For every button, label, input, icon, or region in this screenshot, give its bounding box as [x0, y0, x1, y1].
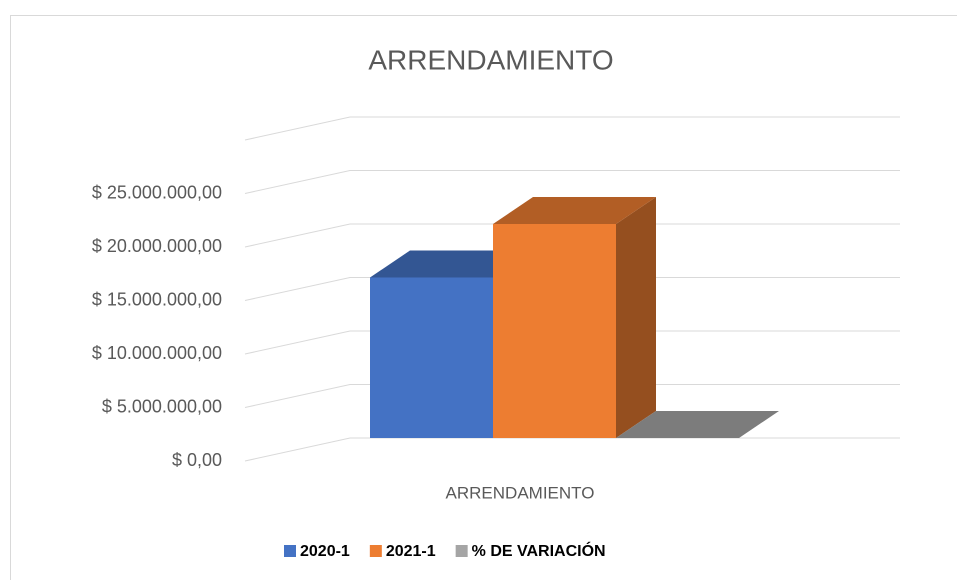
bar-top — [370, 250, 533, 278]
x-tick-label: ARRENDAMIENTO — [446, 483, 595, 502]
legend-swatch — [284, 545, 296, 557]
grid-line — [244, 277, 900, 301]
legend-label: 2021-1 — [386, 543, 436, 560]
grid-line — [244, 116, 900, 141]
y-tick-label: $ 15.000.000,00 — [92, 289, 222, 309]
legend-swatch — [369, 545, 382, 557]
grid-line — [244, 330, 900, 355]
grid-line — [244, 170, 900, 194]
y-tick-label: $ 25.000.000,00 — [92, 182, 222, 202]
bar — [370, 277, 493, 438]
y-tick-label: $ 10.000.000,00 — [92, 343, 222, 363]
chart-title: ARRENDAMIENTO — [368, 44, 613, 75]
bar — [493, 224, 616, 438]
legend-label: % DE VARIACIÓN — [472, 541, 606, 560]
grid-line — [244, 384, 900, 408]
y-tick-label: $ 5.000.000,00 — [102, 396, 222, 416]
legend-swatch — [455, 545, 468, 557]
bar-top — [616, 411, 779, 438]
bar-side — [616, 197, 656, 438]
grid-line — [244, 223, 900, 248]
bar-top — [493, 197, 656, 224]
y-tick-label: $ 20.000.000,00 — [92, 236, 222, 256]
y-tick-label: $ 0,00 — [172, 450, 222, 470]
legend-label: 2020-1 — [300, 543, 350, 560]
